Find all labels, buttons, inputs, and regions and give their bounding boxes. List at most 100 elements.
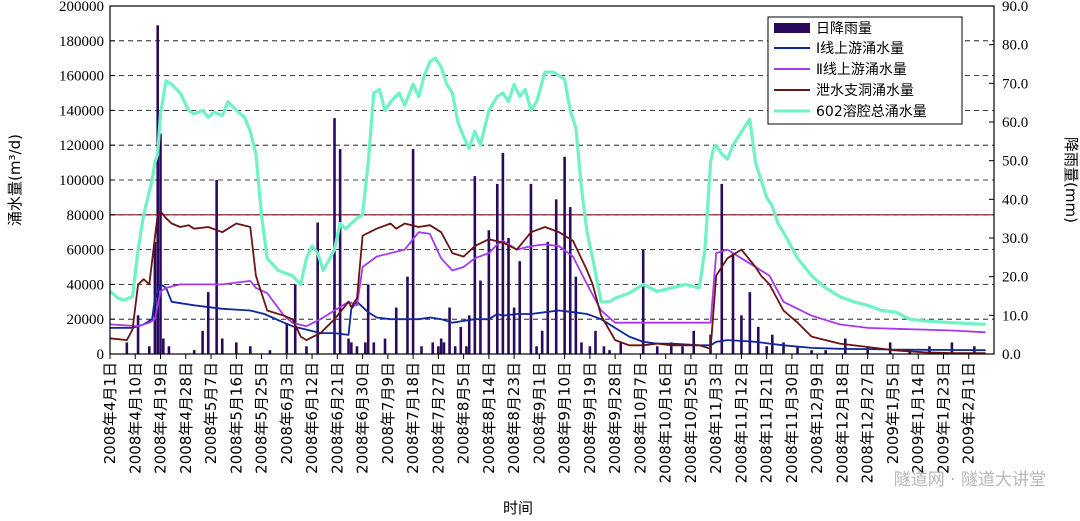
y-right-tick-label: 70.0 (1002, 76, 1028, 92)
rainfall-bar (782, 342, 785, 354)
x-tick-label: 2008年11月30日 (783, 362, 801, 483)
rainfall-bar (540, 330, 544, 354)
rainfall-bar (355, 346, 359, 354)
x-tick-label: 2008年11月21日 (758, 362, 776, 483)
x-tick-label: 2008年5月25日 (253, 362, 271, 474)
rainfall-bar (574, 276, 578, 354)
rainfall-bar (765, 346, 768, 354)
y-left-tick-label: 120000 (59, 138, 104, 154)
rainfall-bar (372, 342, 376, 354)
legend: 日降雨量 Ⅰ线上游涌水量 Ⅱ线上游涌水量 泄水支洞涌水量 602溶腔总涌水量 (767, 16, 963, 125)
rainfall-bar (467, 315, 471, 354)
watermark: 隧道网 · 隧道大讲堂 (894, 470, 1046, 490)
rainfall-bar (681, 346, 684, 354)
x-tick-label: 2008年5月7日 (202, 362, 220, 464)
x-tick-label: 2008年9月1日 (530, 362, 548, 464)
x-tick-label: 2008年4月28日 (177, 362, 195, 474)
rainfall-bar (479, 280, 482, 354)
x-tick-label: 2008年6月21日 (328, 362, 346, 474)
rainfall-bar (580, 342, 583, 354)
rainfall-bar (411, 149, 415, 354)
x-axis-label: 时间 (503, 499, 533, 517)
series-line (109, 210, 986, 355)
rainfall-bar (167, 346, 171, 354)
y-right-tick-label: 80.0 (1002, 38, 1028, 54)
rainfall-bar (156, 25, 160, 354)
rainfall-bar (748, 292, 752, 354)
y-axis-right-label: 降雨量(mm) (1062, 137, 1080, 223)
rainfall-bar (824, 350, 827, 354)
rainfall-bar (588, 346, 592, 354)
rainfall-bar (431, 342, 435, 354)
x-tick-label: 2008年10月7日 (631, 362, 649, 474)
x-tick-label: 2009年1月5日 (884, 362, 902, 464)
rainfall-bar (950, 342, 954, 354)
rainfall-bar (453, 346, 457, 354)
rainfall-bar (383, 338, 387, 354)
y-left-tick-label: 200000 (59, 0, 104, 15)
x-tick-label: 2008年7月27日 (429, 362, 447, 474)
rainfall-bar (608, 350, 611, 354)
rainfall-bar (641, 249, 645, 354)
series-line (109, 231, 986, 334)
x-axis-ticks: 2008年4月1日 2008年4月10日 2008年4月19日 2008年4月28日 2… (101, 354, 978, 483)
series-line (110, 283, 986, 352)
rainfall-bar (501, 152, 505, 354)
rainfall-bar (619, 342, 623, 354)
x-tick-label: 2008年4月10日 (126, 362, 144, 474)
rainfall-bar (192, 350, 196, 354)
rainfall-bar (293, 284, 297, 354)
y-left-tick-label: 100000 (59, 173, 104, 189)
rainfall-bar (249, 346, 252, 354)
x-tick-label: 2008年6月30日 (354, 362, 372, 474)
x-tick-label: 2008年11月3日 (707, 362, 725, 474)
rainfall-bar (394, 307, 398, 354)
rainfall-bar (234, 342, 238, 354)
y-right-tick-label: 30.0 (1002, 231, 1028, 247)
rainfall-bar (459, 326, 463, 354)
rainfall-bar (338, 149, 342, 354)
rainfall-bar (487, 230, 491, 354)
rainfall-bar (220, 338, 224, 354)
rainfall-bar (442, 342, 446, 354)
rainfall-bar (448, 307, 451, 354)
rainfall-bar (125, 342, 129, 354)
rainfall-bar (568, 207, 572, 354)
y-left-tick-label: 160000 (59, 69, 104, 85)
rainfall-bar (162, 338, 165, 354)
rainfall-bar (518, 261, 522, 354)
y-left-tick-label: 180000 (59, 34, 104, 50)
rainfall-bar (740, 315, 743, 354)
legend-box (767, 16, 963, 125)
rainfall-bar (350, 342, 353, 354)
rainfall-bar (201, 330, 204, 354)
rainfall-bar (692, 330, 696, 354)
rainfall-bar (285, 323, 289, 354)
rainfall-bar (364, 342, 367, 354)
y-right-tick-label: 40.0 (1002, 192, 1028, 208)
rainfall-bar (215, 180, 218, 354)
x-tick-label: 2008年9月19日 (581, 362, 599, 474)
rainfall-bar (268, 350, 272, 354)
rainfall-bar (888, 342, 892, 354)
x-tick-label: 2008年8月14日 (480, 362, 498, 474)
rainfall-bar (602, 346, 606, 354)
legend-label-rainfall: 日降雨量 (816, 21, 872, 37)
y-right-tick-label: 50.0 (1002, 154, 1028, 170)
x-tick-label: 2008年7月9日 (379, 362, 397, 464)
y-right-tick-label: 10.0 (1002, 308, 1028, 324)
y-right-tick-label: 0.0 (1002, 347, 1021, 363)
y-right-tick-label: 60.0 (1002, 115, 1028, 131)
rainfall-bar (420, 346, 423, 354)
x-tick-label: 2009年1月23日 (935, 362, 953, 474)
inflow-series-lines (108, 56, 986, 355)
x-tick-label: 2008年7月18日 (404, 362, 422, 474)
rainfall-bar (333, 118, 336, 354)
x-tick-label: 2008年6月3日 (278, 362, 296, 464)
rainfall-bar (796, 346, 799, 354)
legend-label-total: 602溶腔总涌水量 (816, 104, 927, 120)
rainfall-bars (125, 25, 976, 354)
rainfall-bar (366, 284, 370, 354)
rainfall-bar (512, 307, 516, 354)
rainfall-bar (316, 222, 319, 354)
